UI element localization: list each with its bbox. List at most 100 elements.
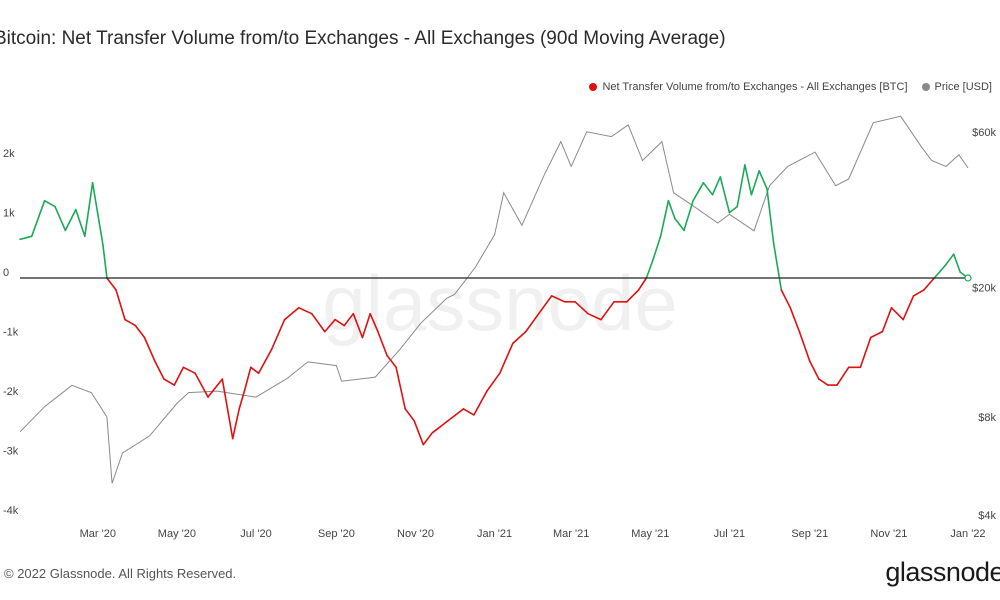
net-transfer-segment (933, 265, 946, 279)
net-transfer-segment (64, 208, 77, 232)
left-axis-tick-label: -2k (3, 386, 19, 398)
net-transfer-segment (30, 199, 46, 238)
net-transfer-segment (869, 330, 884, 339)
net-transfer-segment (352, 312, 364, 339)
net-transfer-segment (194, 372, 209, 398)
net-transfer-segment (943, 253, 955, 267)
net-transfer-segment (395, 366, 407, 410)
right-axis-tick-label: $60k (972, 127, 996, 139)
net-transfer-segment (736, 164, 746, 208)
net-transfer-segment (182, 366, 196, 375)
right-axis-tick-label: $4k (978, 510, 996, 522)
net-transfer-segment (711, 176, 722, 196)
net-transfer-segment (766, 188, 775, 244)
net-transfer-segment (250, 366, 260, 375)
x-tick-label: Jul '20 (240, 528, 271, 540)
net-transfer-segment (238, 390, 246, 410)
x-tick-label: Mar '20 (80, 528, 116, 540)
net-transfer-segment (600, 300, 615, 321)
net-transfer-segment (645, 259, 654, 279)
net-transfer-segment (84, 182, 94, 238)
left-axis-tick-label: -3k (3, 446, 19, 458)
legend-dot-red-icon (589, 83, 598, 91)
net-transfer-segment (413, 419, 425, 446)
net-transfer-segment (537, 295, 553, 315)
net-transfer-segment (952, 253, 962, 273)
net-transfer-segment (297, 306, 313, 315)
net-transfer-segment (54, 205, 67, 232)
net-transfer-segment (257, 348, 273, 375)
left-axis-tick-label: -4k (3, 505, 19, 517)
net-transfer-segment (243, 366, 252, 392)
price-series-line (19, 115, 969, 484)
net-transfer-segment (550, 295, 566, 303)
net-transfer-segment (772, 241, 783, 291)
chart-title: Bitcoin: Net Transfer Volume from/to Exc… (0, 28, 726, 49)
x-tick-label: Nov '21 (870, 528, 907, 540)
left-axis-tick-label: 0 (3, 267, 9, 279)
x-tick-label: Jan '22 (950, 528, 985, 540)
net-transfer-segment (744, 164, 753, 196)
net-transfer-segment (667, 199, 676, 220)
net-transfer-segment (454, 408, 465, 416)
net-transfer-segment (270, 318, 286, 351)
net-transfer-segment (836, 366, 850, 386)
x-tick-label: Nov '20 (397, 528, 434, 540)
x-tick-label: Sep '21 (791, 528, 828, 540)
net-transfer-segment (683, 199, 694, 232)
net-transfer-segment (702, 182, 714, 196)
net-transfer-segment (890, 306, 905, 321)
net-transfer-segment (43, 199, 56, 208)
net-transfer-segment (439, 419, 449, 428)
watermark-text: glassnode (322, 259, 678, 347)
net-transfer-segment (404, 408, 416, 422)
net-transfer-segment (574, 300, 589, 315)
net-transfer-segment (386, 354, 397, 369)
net-transfer-segment (881, 306, 893, 333)
net-transfer-segment (75, 208, 86, 238)
net-transfer-segment (798, 330, 811, 363)
net-transfer-segment (310, 312, 326, 333)
net-transfer-segment (789, 306, 801, 333)
legend-item-net-transfer[interactable]: Net Transfer Volume from/to Exchanges - … (589, 81, 908, 93)
chart-legend: Net Transfer Volume from/to Exchanges - … (589, 81, 992, 93)
net-transfer-segment (283, 306, 300, 321)
net-transfer-segment (154, 360, 165, 380)
left-axis-tick-label: 1k (3, 208, 15, 220)
x-tick-label: Mar '21 (553, 528, 589, 540)
series-end-marker (964, 274, 972, 282)
net-transfer-segment (447, 414, 457, 422)
net-transfer-segment (173, 366, 185, 386)
net-transfer-segment (587, 312, 602, 321)
net-transfer-segment (692, 182, 705, 202)
net-transfer-segment (231, 408, 240, 440)
x-tick-label: Jan '21 (477, 528, 512, 540)
legend-dot-gray-icon (921, 83, 930, 91)
legend-label-price: Price [USD] (934, 81, 992, 93)
net-transfer-segment (343, 312, 355, 327)
net-transfer-segment (719, 176, 731, 214)
net-transfer-segment (674, 217, 685, 232)
x-tick-label: Jul '21 (714, 528, 745, 540)
net-transfer-segment (498, 342, 514, 375)
left-axis-tick-label: 2k (3, 148, 15, 160)
net-transfer-segment (462, 408, 475, 416)
net-transfer-segment (652, 235, 662, 261)
net-transfer-segment (626, 289, 640, 303)
net-transfer-segment (859, 336, 872, 369)
x-tick-label: May '21 (631, 528, 669, 540)
net-transfer-segment (221, 378, 234, 440)
legend-item-price[interactable]: Price [USD] (921, 81, 992, 93)
net-transfer-segment (728, 205, 739, 214)
net-transfer-segment (808, 360, 820, 380)
net-transfer-segment (511, 330, 527, 345)
net-transfer-segment (115, 289, 126, 321)
net-transfer-segment (758, 170, 768, 190)
net-transfer-segment (334, 318, 346, 327)
net-transfer-segment (431, 425, 442, 434)
x-tick-label: Sep '20 (318, 528, 355, 540)
right-axis-tick-label: $8k (978, 412, 996, 424)
legend-label-net-transfer: Net Transfer Volume from/to Exchanges - … (602, 81, 908, 93)
net-transfer-segment (102, 244, 108, 279)
